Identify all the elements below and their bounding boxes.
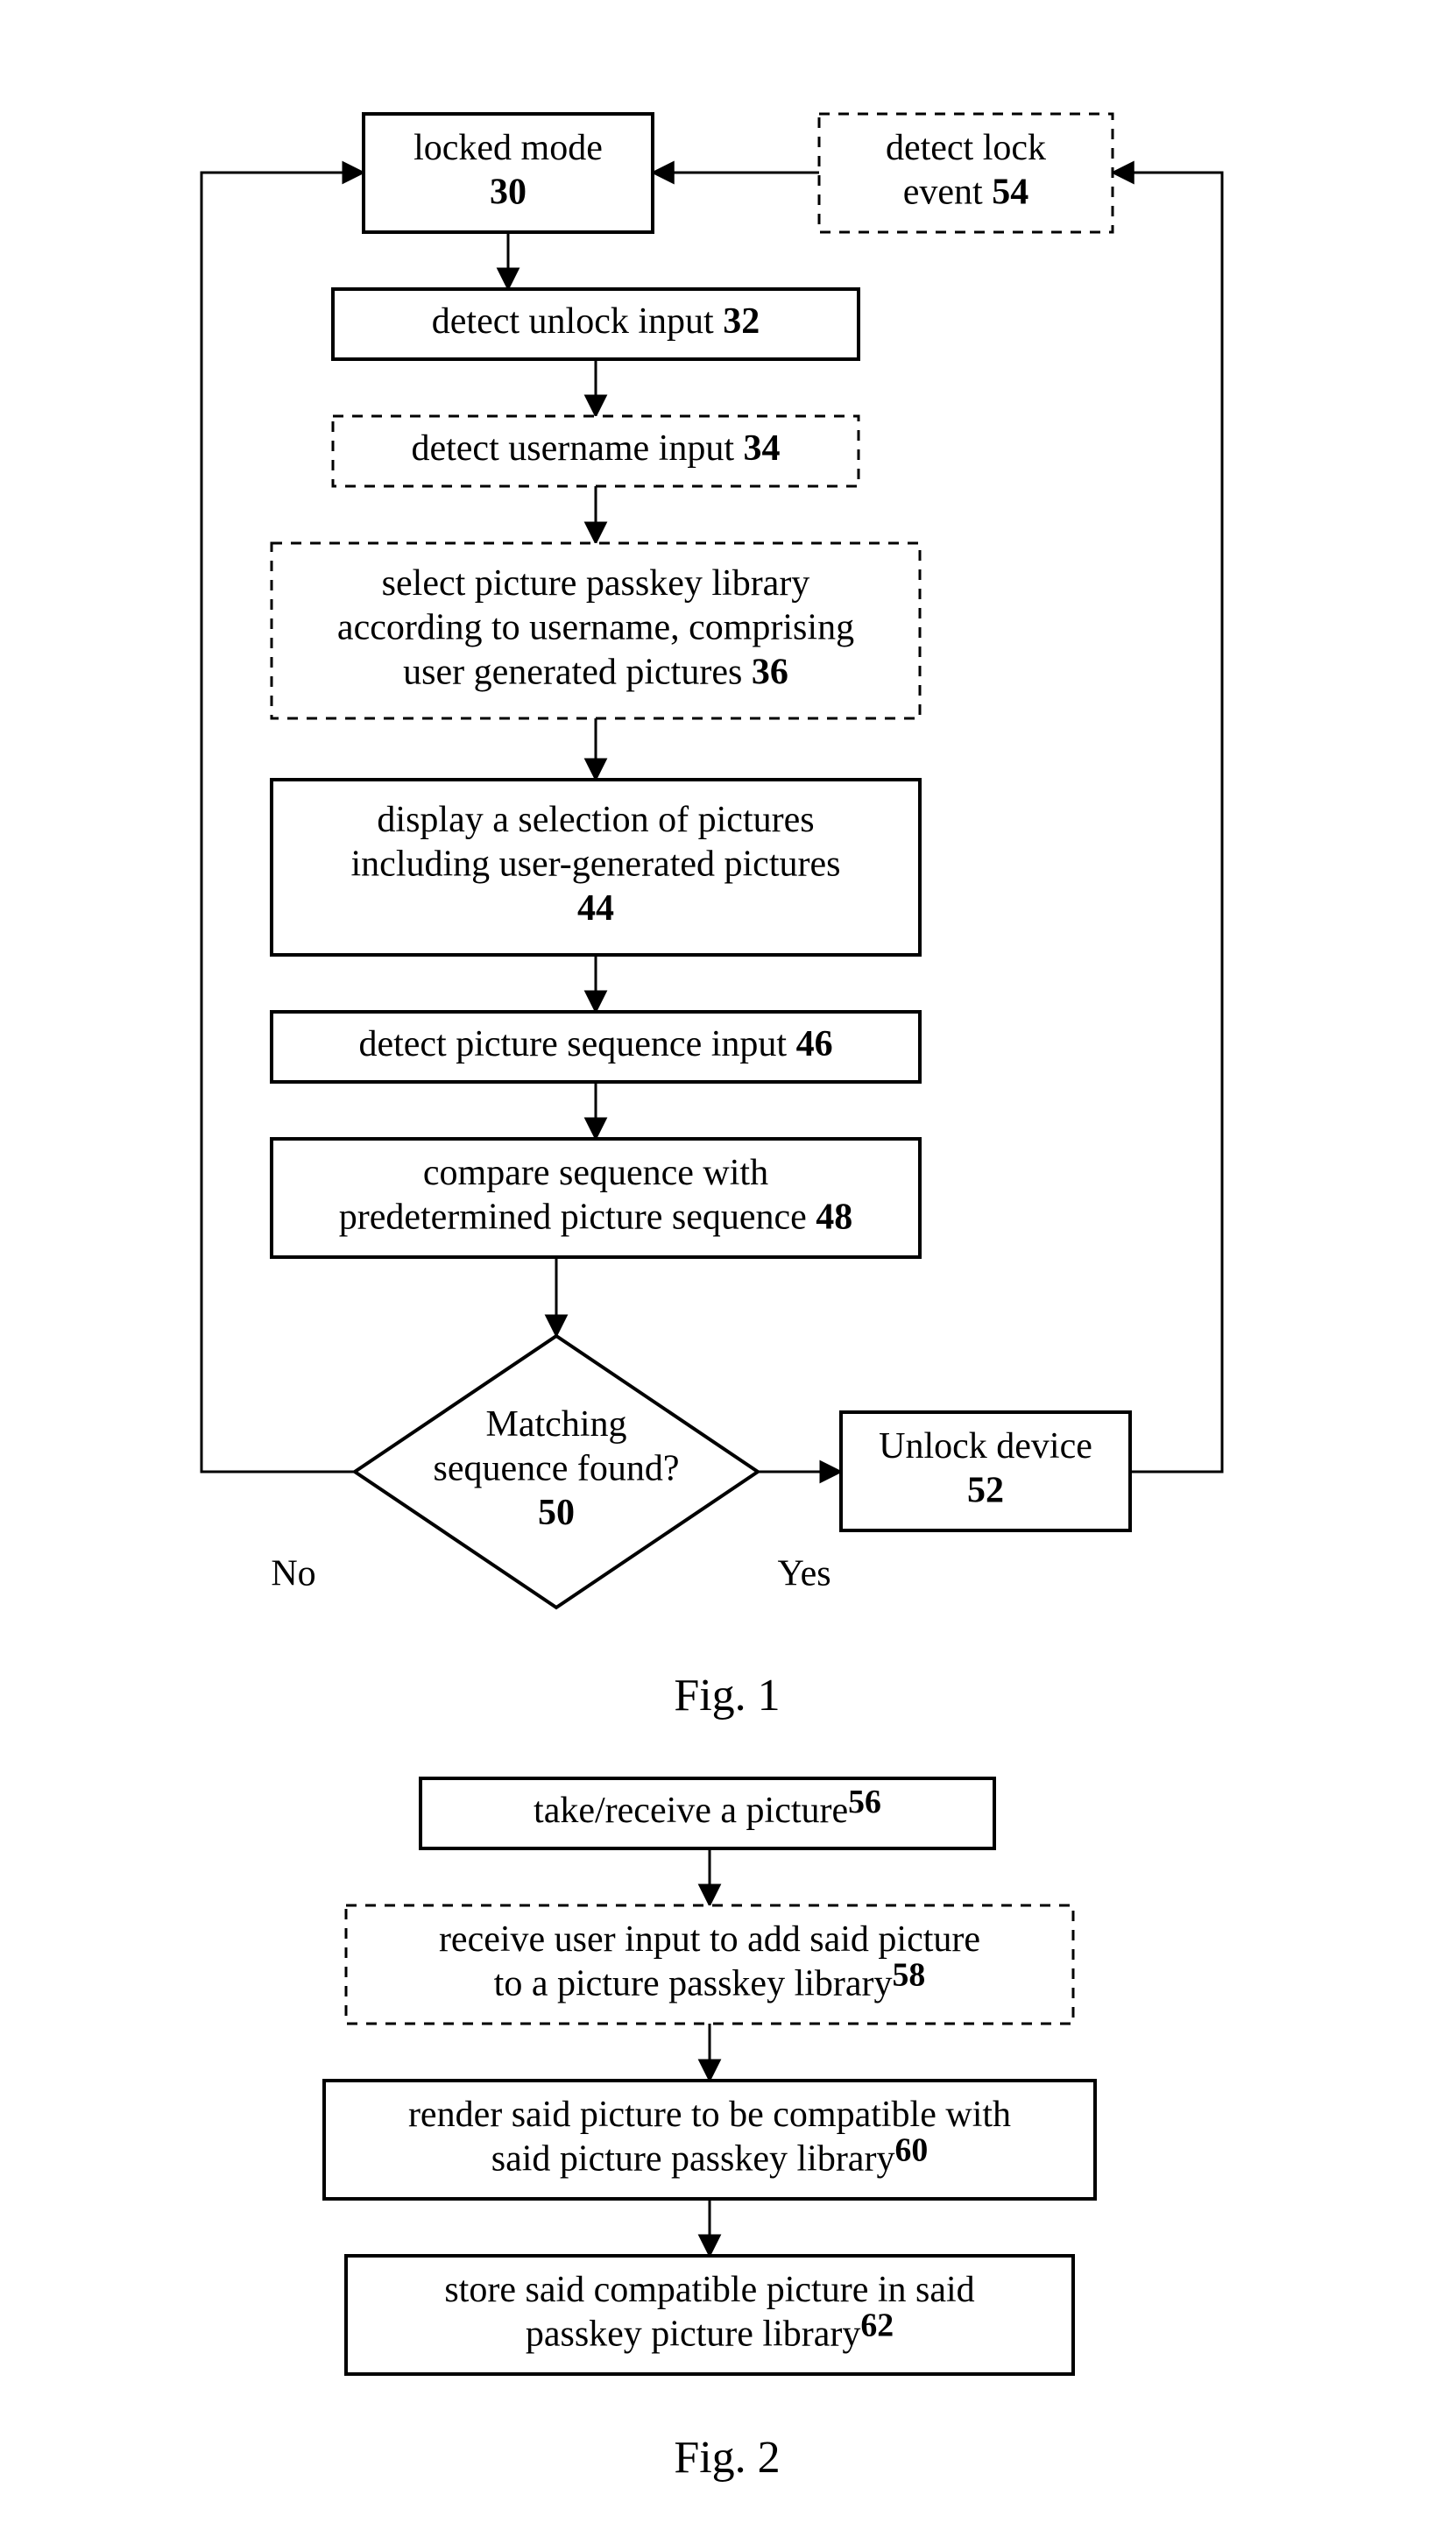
svg-text:store said compatible picture: store said compatible picture in said [444,2270,974,2310]
svg-text:predetermined picture sequence: predetermined picture sequence 48 [339,1197,853,1237]
svg-text:44: 44 [577,888,614,929]
flowchart-node-n30: locked mode30 [364,114,653,232]
svg-text:52: 52 [967,1470,1004,1510]
svg-text:50: 50 [538,1493,575,1533]
svg-text:including user-generated pictu: including user-generated pictures [351,844,841,885]
flowchart-node-n62: store said compatible picture in saidpas… [346,2256,1073,2374]
svg-text:user generated pictures 36: user generated pictures 36 [403,652,788,692]
svg-text:sequence found?: sequence found? [433,1449,679,1489]
svg-text:passkey picture library62: passkey picture library62 [526,2307,894,2354]
svg-text:30: 30 [490,172,527,212]
svg-text:Unlock device: Unlock device [879,1426,1092,1466]
flowchart-node-n48: compare sequence withpredetermined pictu… [272,1139,920,1257]
svg-text:detect username input 34: detect username input 34 [411,428,780,469]
flowchart-node-n34: detect username input 34 [333,416,859,486]
flowchart-edge [1113,173,1222,1472]
svg-text:render said picture to be comp: render said picture to be compatible wit… [408,2095,1011,2135]
edge-label: No [271,1554,315,1594]
svg-text:take/receive a picture56: take/receive a picture56 [534,1784,881,1831]
svg-text:select picture passkey library: select picture passkey library [382,563,810,604]
svg-text:according to username, compris: according to username, comprising [337,608,854,648]
flowchart-node-n50: Matchingsequence found?50 [355,1336,758,1608]
svg-text:compare sequence with: compare sequence with [423,1153,768,1193]
svg-text:locked mode: locked mode [413,128,603,168]
svg-text:receive user input to add said: receive user input to add said picture [439,1919,980,1960]
svg-text:detect picture sequence input: detect picture sequence input 46 [358,1024,832,1064]
flowchart-node-n52: Unlock device52 [841,1412,1130,1530]
flowchart-node-n58: receive user input to add said pictureto… [346,1905,1073,2024]
flowchart-node-n60: render said picture to be compatible wit… [324,2081,1095,2199]
svg-text:to a picture passkey library58: to a picture passkey library58 [494,1956,926,2003]
flowchart-node-n54: detect lockevent 54 [819,114,1113,232]
figure-label: Fig. 2 [674,2433,780,2483]
flowchart-node-n32: detect unlock input 32 [333,289,859,359]
svg-text:event 54: event 54 [903,172,1028,212]
flowchart-node-n56: take/receive a picture56 [421,1778,994,1848]
svg-text:said picture passkey library60: said picture passkey library60 [491,2131,928,2179]
flowchart-node-n36: select picture passkey libraryaccording … [272,543,920,718]
figure-label: Fig. 1 [674,1671,780,1721]
flowchart-node-n46: detect picture sequence input 46 [272,1012,920,1082]
edge-label: Yes [777,1554,830,1594]
flowchart-node-n44: display a selection of picturesincluding… [272,780,920,955]
svg-text:Matching: Matching [486,1404,627,1445]
svg-text:display a selection of picture: display a selection of pictures [377,800,814,840]
svg-text:detect unlock input 32: detect unlock input 32 [432,301,760,342]
svg-text:detect lock: detect lock [886,128,1046,168]
